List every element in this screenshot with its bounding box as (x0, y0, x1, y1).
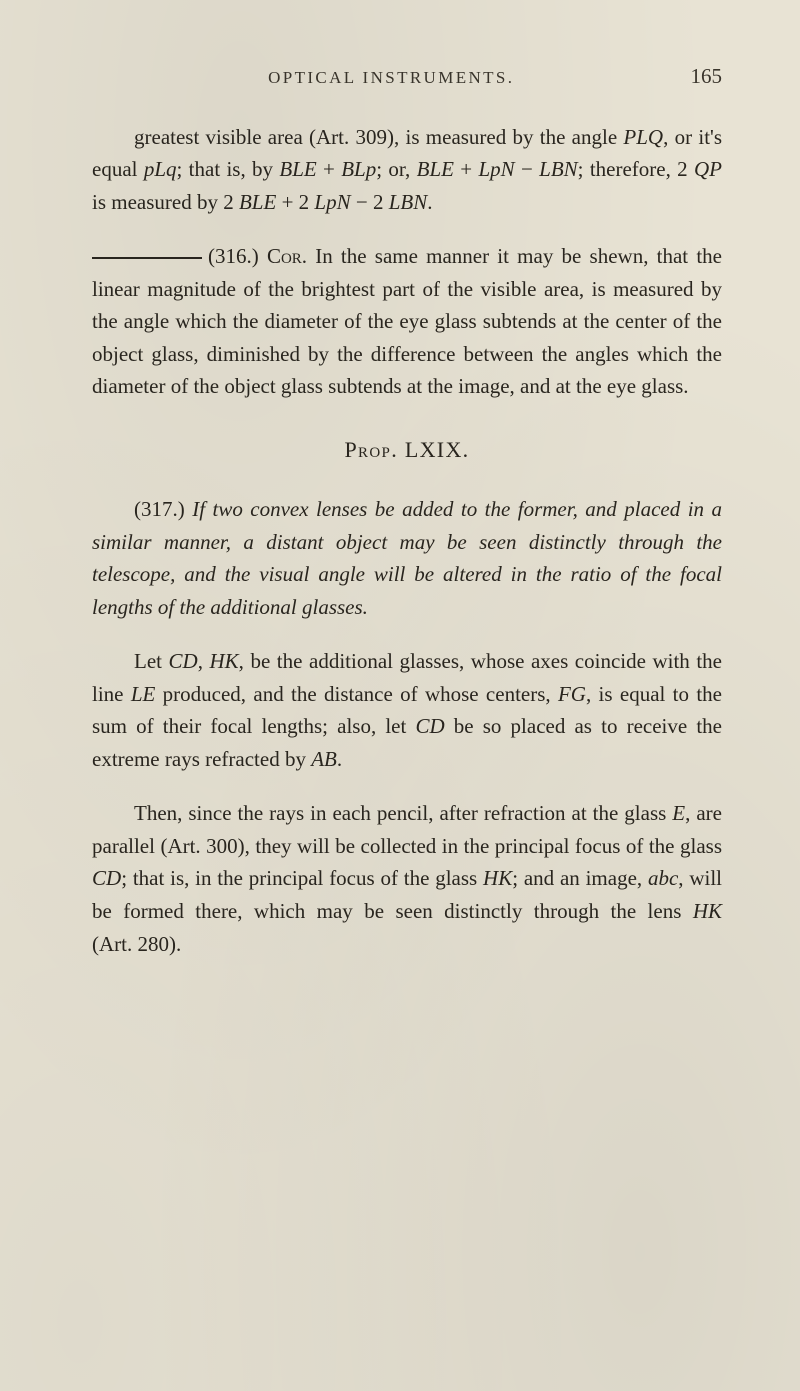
paragraph-1: greatest visible area (Art. 309), is mea… (92, 121, 722, 219)
running-head-title: OPTICAL INSTRUMENTS. (268, 65, 514, 91)
paragraph-2-cor: (316.) Cor. In the same manner it may be… (92, 240, 722, 403)
prop-heading: Prop. LXIX. (92, 433, 722, 467)
paragraph-5: Then, since the rays in each pencil, aft… (92, 797, 722, 960)
page-number: 165 (690, 60, 722, 93)
running-head: OPTICAL INSTRUMENTS. 165 (92, 60, 722, 93)
paragraph-3-statement: (317.) If two convex lenses be added to … (92, 493, 722, 623)
paragraph-4: Let CD, HK, be the additional glasses, w… (92, 645, 722, 775)
